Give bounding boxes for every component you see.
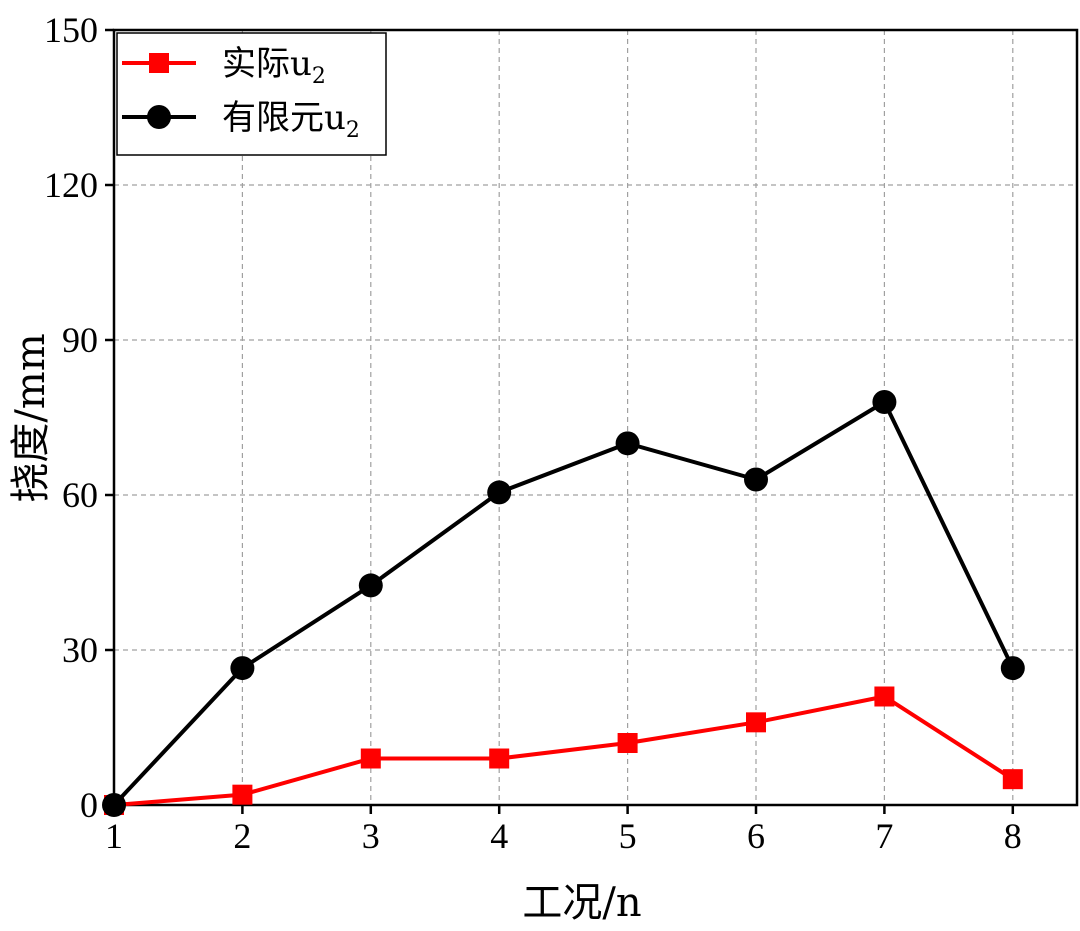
x-tick-label-2: 3 [362, 816, 380, 856]
y-tick-label-1: 30 [62, 630, 98, 670]
x-tick-label-7: 8 [1004, 816, 1022, 856]
point-series-0-2 [360, 748, 381, 769]
series-line-0 [113, 694, 1014, 807]
plot-frame [112, 28, 1079, 807]
x-tick-label-0: 1 [105, 816, 123, 856]
point-series-1-6 [872, 390, 897, 414]
x-tick-label-5: 6 [747, 816, 765, 856]
point-series-1-7 [1000, 656, 1025, 681]
grid-layer [114, 30, 1077, 805]
legend-label-main-series-1: 有限元u [222, 98, 346, 138]
x-tick-label-3: 4 [490, 816, 508, 856]
point-series-1-3 [487, 480, 512, 505]
y-tick-label-4: 120 [44, 165, 98, 205]
legend-label-main-series-0: 实际u [222, 44, 312, 84]
y-tick-label-3: 90 [62, 320, 98, 360]
y-axis-title: 挠度/mm [8, 333, 54, 502]
point-series-0-5 [746, 712, 766, 733]
legend-label-series-1: 有限元u2 [222, 98, 360, 143]
y-tick-label-0: 0 [80, 785, 98, 825]
point-series-0-7 [1002, 769, 1023, 790]
legend: 实际u2 有限元u2 [116, 32, 387, 156]
point-series-0-3 [489, 748, 510, 769]
legend-label-series-0: 实际u2 [222, 44, 326, 89]
point-series-1-2 [358, 573, 383, 598]
ticks-layer: 1 2 3 4 5 6 7 8 0 30 60 90 120 150 [44, 10, 1022, 856]
legend-marker-series-0 [149, 53, 169, 73]
y-tick-label-2: 60 [62, 475, 98, 515]
point-series-0-4 [617, 733, 638, 753]
point-series-1-1 [230, 656, 255, 681]
legend-label-sub-series-1: 2 [346, 118, 360, 143]
point-series-1-0 [102, 793, 126, 817]
point-series-1-5 [744, 467, 768, 492]
legend-label-sub-series-0: 2 [312, 64, 326, 89]
point-series-0-1 [232, 784, 253, 805]
x-tick-label-4: 5 [619, 816, 637, 856]
legend-marker-series-1 [147, 105, 171, 129]
x-tick-label-1: 2 [233, 816, 251, 856]
x-tick-label-6: 7 [875, 816, 893, 856]
x-axis-title: 工况/n [522, 880, 641, 926]
series-line-1 [112, 400, 1015, 807]
point-series-0-6 [874, 686, 895, 707]
point-series-1-4 [615, 431, 640, 456]
series-layer [102, 390, 1025, 817]
y-tick-label-5: 150 [44, 10, 98, 50]
